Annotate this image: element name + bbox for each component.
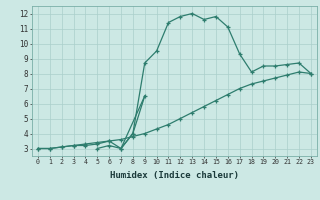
- X-axis label: Humidex (Indice chaleur): Humidex (Indice chaleur): [110, 171, 239, 180]
